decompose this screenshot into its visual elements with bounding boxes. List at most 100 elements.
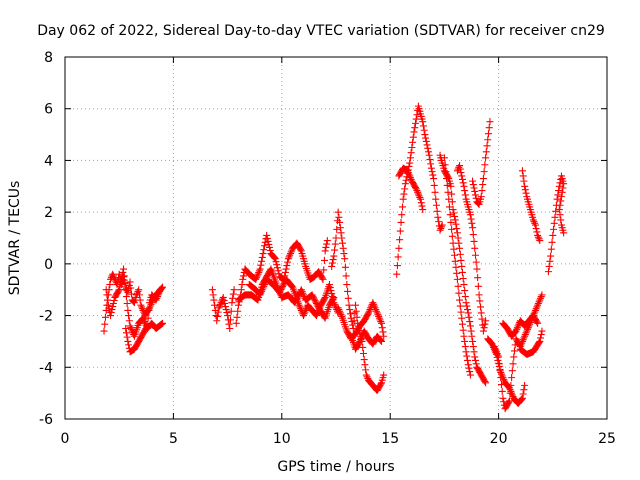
data-point xyxy=(101,313,109,321)
data-point xyxy=(355,339,363,347)
data-point xyxy=(460,182,468,190)
data-point xyxy=(474,274,482,282)
data-point xyxy=(320,266,328,274)
data-point xyxy=(286,251,294,259)
data-point xyxy=(359,343,367,351)
data-point xyxy=(287,248,295,256)
data-point xyxy=(124,306,132,314)
data-point xyxy=(531,219,539,227)
data-point xyxy=(344,287,352,295)
data-point xyxy=(313,310,321,318)
data-point xyxy=(458,175,466,183)
data-point xyxy=(518,337,526,345)
data-point xyxy=(325,281,333,289)
data-point xyxy=(209,291,217,299)
data-point xyxy=(259,284,267,292)
data-point xyxy=(406,154,414,162)
data-point xyxy=(260,242,268,250)
data-point xyxy=(462,348,470,356)
data-point xyxy=(461,293,469,301)
data-point xyxy=(116,282,124,290)
data-point xyxy=(344,294,352,302)
data-point xyxy=(481,161,489,169)
data-point xyxy=(316,303,324,311)
data-point xyxy=(357,334,365,342)
data-point xyxy=(505,398,513,406)
data-point xyxy=(450,209,458,217)
data-point xyxy=(417,195,425,203)
data-point xyxy=(538,291,546,299)
data-point xyxy=(422,134,430,142)
data-point xyxy=(363,373,371,381)
data-point xyxy=(554,191,562,199)
data-point xyxy=(484,136,492,144)
data-point xyxy=(143,323,151,331)
data-point xyxy=(414,188,422,196)
data-point xyxy=(459,275,467,283)
data-point xyxy=(533,318,541,326)
data-point xyxy=(221,300,229,308)
data-point xyxy=(254,270,262,278)
data-point xyxy=(406,172,414,180)
data-point xyxy=(469,224,477,232)
data-point xyxy=(330,252,338,260)
data-point xyxy=(520,386,528,394)
data-point xyxy=(362,366,370,374)
data-point xyxy=(430,181,438,189)
data-point xyxy=(226,316,234,324)
data-point xyxy=(556,201,564,209)
data-point xyxy=(514,322,522,330)
data-point xyxy=(476,297,484,305)
data-point xyxy=(260,281,268,289)
data-point xyxy=(258,286,266,294)
data-point xyxy=(286,250,294,258)
data-point xyxy=(544,268,552,276)
data-point xyxy=(397,218,405,226)
data-point xyxy=(556,211,564,219)
data-point xyxy=(259,250,267,258)
y-tick-label: -6 xyxy=(39,412,53,428)
data-point xyxy=(125,312,133,320)
y-tick-label: -2 xyxy=(39,309,53,325)
data-point xyxy=(513,324,521,332)
data-point xyxy=(274,267,282,275)
data-point xyxy=(263,231,271,239)
data-point xyxy=(104,296,112,304)
data-point xyxy=(287,281,295,289)
data-point xyxy=(105,305,113,313)
data-point xyxy=(537,331,545,339)
data-point xyxy=(532,225,540,233)
plot-frame xyxy=(64,56,608,420)
data-point xyxy=(451,251,459,259)
data-point xyxy=(130,298,138,306)
data-point xyxy=(453,229,461,237)
data-point xyxy=(533,228,541,236)
data-point xyxy=(106,281,114,289)
data-point xyxy=(266,243,274,251)
y-tick-label: 4 xyxy=(44,153,53,169)
data-point xyxy=(517,396,525,404)
data-point xyxy=(478,187,486,195)
data-point xyxy=(481,378,489,386)
x-tick-label: 25 xyxy=(598,431,616,447)
data-point xyxy=(557,197,565,205)
data-point xyxy=(322,243,330,251)
data-point xyxy=(560,229,568,237)
data-point xyxy=(521,331,529,339)
data-point xyxy=(219,295,227,303)
data-point xyxy=(378,324,386,332)
data-point xyxy=(336,224,344,232)
data-point xyxy=(273,264,281,272)
data-point xyxy=(107,309,115,317)
data-point xyxy=(336,309,344,317)
data-point xyxy=(494,351,502,359)
data-point xyxy=(400,190,408,198)
data-point xyxy=(552,207,560,215)
data-point xyxy=(447,182,455,190)
data-point xyxy=(265,240,273,248)
data-point xyxy=(455,289,463,297)
data-point xyxy=(359,349,367,357)
data-point xyxy=(156,286,164,294)
data-point xyxy=(547,252,555,260)
data-point xyxy=(456,165,464,173)
